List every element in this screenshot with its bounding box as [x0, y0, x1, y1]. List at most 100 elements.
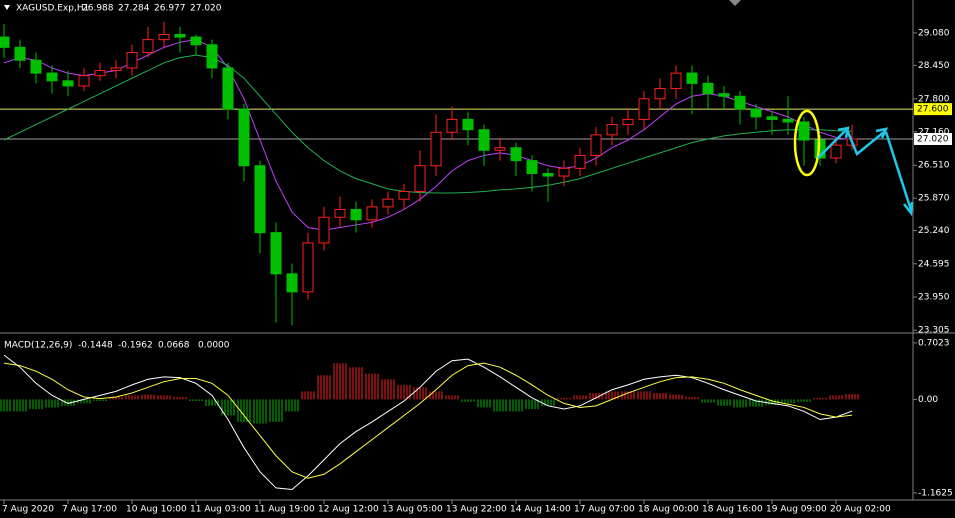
candle-body — [46, 72, 58, 82]
candle-body — [478, 129, 490, 151]
price-label: 27.020 — [917, 134, 949, 144]
highlight-ellipse — [793, 109, 821, 177]
candle-body — [14, 46, 26, 61]
candle-body — [830, 144, 842, 159]
x-tick-label: 18 Aug 16:00 — [702, 505, 763, 515]
y-tick-label: 0.7023 — [918, 338, 950, 348]
candle-body — [62, 80, 74, 87]
candle-body — [190, 36, 202, 46]
x-tick-label: 13 Aug 22:00 — [446, 505, 507, 515]
y-tick-label: 27.160 — [918, 127, 950, 137]
y-tick-label: 25.240 — [918, 226, 950, 236]
ohlc-value: 27.284 — [118, 4, 150, 14]
candle-body — [702, 82, 714, 95]
candle-body — [446, 118, 458, 133]
x-tick-label: 14 Aug 14:00 — [510, 505, 571, 515]
ohlc-value: 26.988 — [82, 4, 114, 14]
y-tick-label: 27.800 — [918, 94, 950, 104]
candle-body — [382, 198, 394, 208]
y-tick-label: 0.00 — [918, 395, 938, 405]
candle-body — [238, 108, 250, 167]
candle-body — [558, 167, 570, 177]
candle-body — [254, 165, 266, 234]
candle-body — [542, 172, 554, 177]
y-tick-label: 28.450 — [918, 61, 950, 71]
candle-body — [398, 190, 410, 200]
menu-triangle[interactable] — [4, 5, 10, 10]
x-tick-label: 7 Aug 2020 — [2, 505, 54, 515]
candle-body — [590, 134, 602, 156]
x-tick-label: 11 Aug 19:00 — [254, 505, 315, 515]
candle-body — [798, 121, 810, 141]
candle-body — [414, 165, 426, 192]
arrowhead — [837, 126, 850, 139]
candle-body — [782, 118, 794, 123]
price-label: 27.600 — [917, 105, 949, 115]
candle-body — [734, 95, 746, 110]
macd-value: 0.0000 — [198, 341, 230, 351]
price-label-box — [914, 132, 952, 145]
candle-body — [174, 33, 186, 38]
macd-value: -0.1962 — [118, 341, 153, 351]
candle-body — [750, 108, 762, 118]
candle-body — [318, 216, 330, 244]
candle-body — [334, 208, 346, 218]
candle-body — [0, 36, 10, 48]
y-tick-label: -1.1625 — [918, 488, 953, 498]
candle-body — [574, 154, 586, 169]
symbol: XAGUSD.Exp,H1 — [16, 4, 89, 14]
x-tick-label: 7 Aug 17:00 — [62, 505, 117, 515]
candle-body — [78, 75, 90, 87]
y-tick-label: 29.080 — [918, 28, 950, 38]
candle-body — [510, 147, 522, 162]
candle-body — [718, 93, 730, 97]
price-label-box — [914, 103, 952, 116]
y-tick-label: 23.950 — [918, 292, 950, 302]
y-tick-label: 23.305 — [918, 326, 950, 336]
moving-average — [3, 54, 853, 194]
candle-body — [350, 208, 362, 221]
candle-body — [686, 72, 698, 84]
y-tick-label: 26.510 — [918, 161, 950, 171]
ohlc-value: 27.020 — [190, 4, 222, 14]
candle-body — [206, 44, 218, 69]
arrow — [817, 129, 847, 159]
x-tick-label: 17 Aug 07:00 — [574, 505, 635, 515]
y-tick-label: 24.595 — [918, 259, 950, 269]
x-tick-label: 18 Aug 00:00 — [638, 505, 699, 515]
frame — [0, 0, 955, 501]
arrowhead — [875, 127, 889, 139]
candle-body — [142, 39, 154, 54]
x-tick-label: 10 Aug 10:00 — [126, 505, 187, 515]
candle-body — [670, 72, 682, 90]
x-tick-label: 12 Aug 12:00 — [318, 505, 379, 515]
candle-body — [526, 160, 538, 174]
shift-marker — [729, 0, 741, 6]
macd-value: -0.1448 — [78, 341, 113, 351]
x-tick-label: 11 Aug 03:00 — [190, 505, 251, 515]
candle-body — [30, 59, 42, 74]
candle-body — [222, 67, 234, 110]
x-tick-label: 13 Aug 05:00 — [382, 505, 443, 515]
candle-body — [430, 131, 442, 167]
arrowhead — [903, 201, 914, 217]
signal-line — [3, 362, 853, 479]
candle-body — [158, 33, 170, 41]
candle-body — [94, 70, 106, 77]
x-tick-label: 19 Aug 09:00 — [766, 505, 827, 515]
forecast-arrows — [817, 126, 914, 217]
candle-body — [766, 116, 778, 120]
arrow — [846, 131, 885, 157]
ohlc-value: 26.977 — [154, 4, 186, 14]
candle-body — [126, 52, 138, 69]
y-tick-label: 25.870 — [918, 194, 950, 204]
candle-body — [462, 118, 474, 131]
candle-body — [110, 67, 122, 72]
candle-body — [494, 147, 506, 151]
macd-title: MACD(12,26,9) — [4, 341, 72, 351]
candle-body — [366, 206, 378, 221]
candle-body — [606, 124, 618, 136]
candle-body — [286, 273, 298, 293]
